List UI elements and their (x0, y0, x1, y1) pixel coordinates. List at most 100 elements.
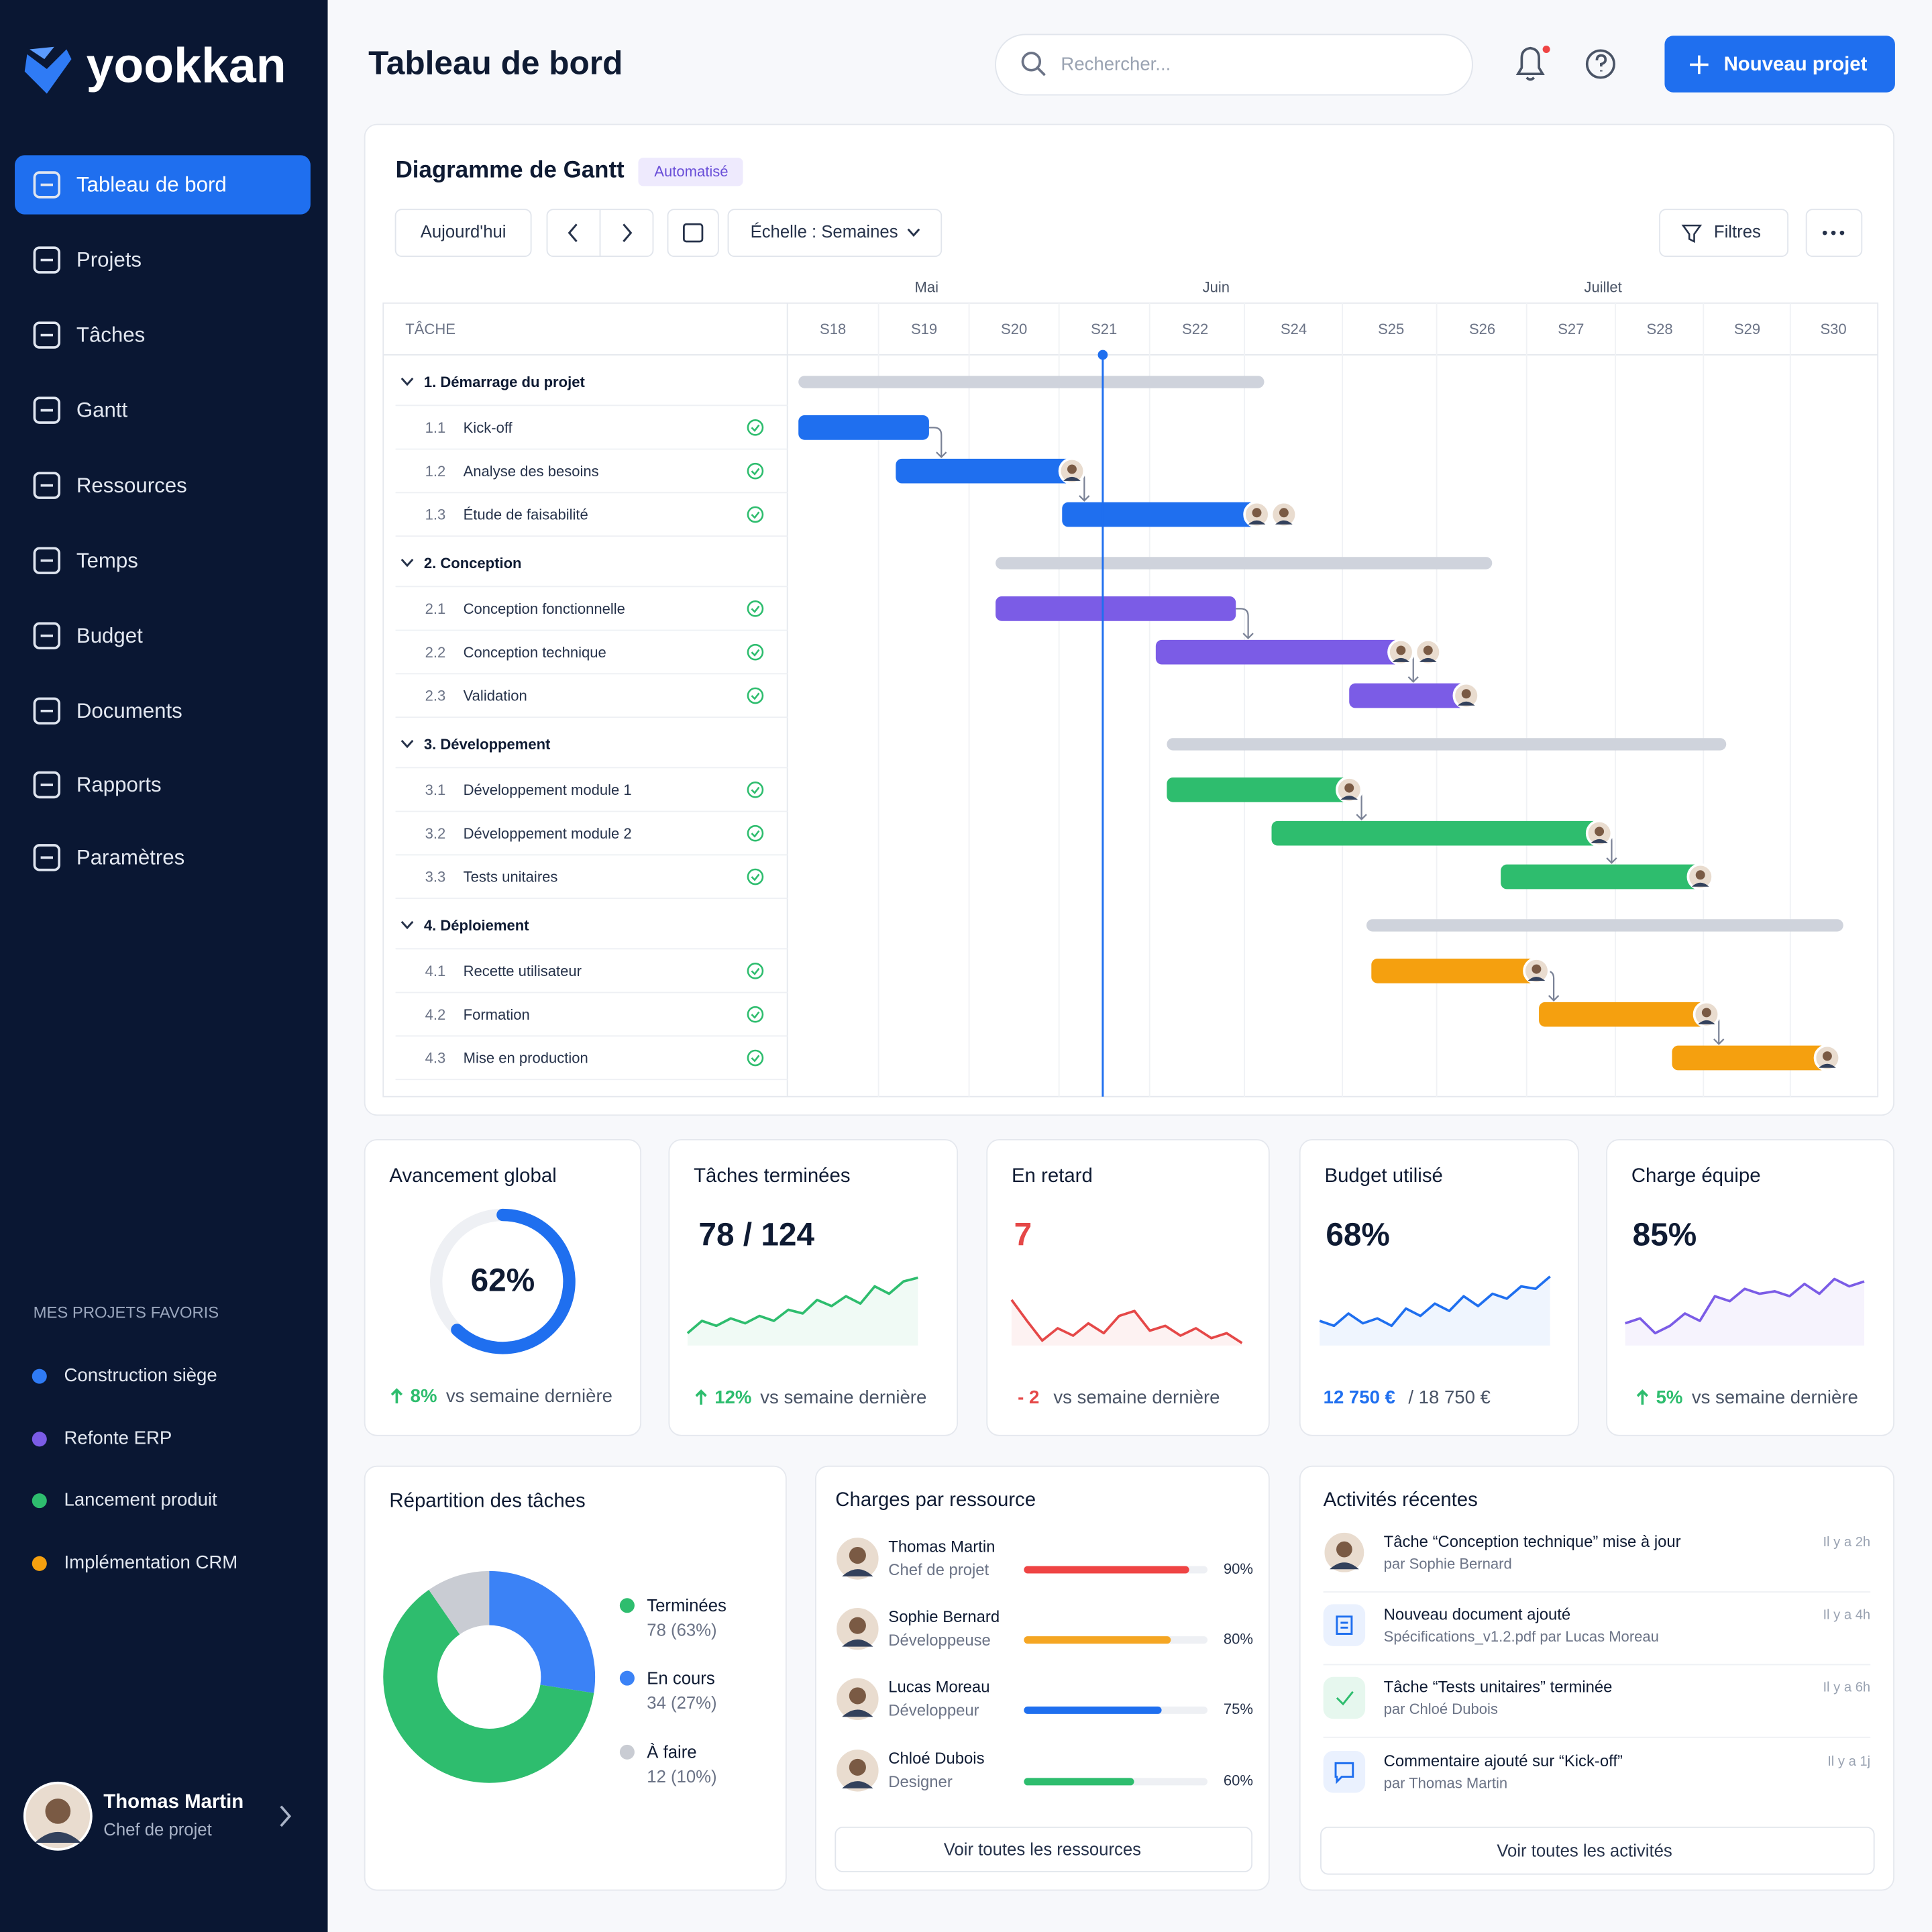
filters-button[interactable]: Filtres (1714, 223, 1761, 241)
button-label[interactable]: Nouveau projet (1724, 53, 1868, 75)
status-check (751, 967, 760, 975)
avatar-head (849, 1687, 866, 1705)
load-label: 60% (1224, 1772, 1253, 1789)
kpi-note: vs semaine dernière (1053, 1387, 1220, 1407)
group-chevron[interactable] (400, 739, 414, 749)
toolbar-button[interactable] (667, 209, 719, 257)
help-icon[interactable] (1585, 49, 1615, 79)
task-id: 4.3 (425, 1050, 446, 1067)
nav-icon (33, 697, 60, 724)
nav-active[interactable] (15, 155, 311, 215)
scale-select[interactable]: Échelle : Semaines (751, 222, 898, 241)
nav-item[interactable]: Rapports (76, 773, 162, 796)
nav-item[interactable]: Gantt (76, 398, 128, 422)
nav-item[interactable]: Budget (76, 624, 143, 647)
resource-name: Chloé Dubois (888, 1750, 984, 1768)
status-check (747, 824, 764, 842)
task-name: Développement module 1 (464, 782, 632, 798)
activity-time: Il y a 6h (1823, 1680, 1870, 1695)
activity-by: Spécifications_v1.2.pdf par Lucas Moreau (1384, 1628, 1659, 1645)
activity-by: par Sophie Bernard (1384, 1555, 1512, 1572)
load-bar (1024, 1778, 1134, 1786)
favorite[interactable]: Refonte ERP (64, 1428, 172, 1448)
kpi-note: vs semaine dernière (446, 1385, 612, 1406)
new-project-button[interactable] (1664, 36, 1895, 93)
nav-icon (33, 396, 60, 424)
task-id: 3.1 (425, 782, 446, 798)
resource-role: Chef de projet (888, 1561, 989, 1579)
task-bar (1539, 1002, 1707, 1027)
group-name: 1. Démarrage du projet (424, 374, 586, 390)
sparkline (686, 1276, 918, 1334)
link-button[interactable] (1320, 1826, 1875, 1875)
avatar-body (1419, 657, 1437, 662)
activity-text: Nouveau document ajouté (1384, 1605, 1571, 1623)
task-id: 2.1 (425, 600, 446, 617)
dependency-arrow (1236, 608, 1254, 639)
budget-used: 12 750 € (1324, 1387, 1395, 1407)
nav-item[interactable]: Documents (76, 699, 182, 722)
donut-segment (383, 1570, 596, 1783)
group-chevron[interactable] (400, 377, 414, 386)
more-dot (1822, 230, 1827, 235)
status-check (751, 424, 760, 432)
bell-icon[interactable] (1515, 46, 1545, 81)
toolbar-button[interactable] (1659, 209, 1789, 257)
card (1299, 1465, 1894, 1891)
group-chevron[interactable] (400, 920, 414, 930)
task-id: 1.2 (425, 463, 446, 480)
activity-by: par Chloé Dubois (1384, 1701, 1498, 1717)
group-bar (1366, 919, 1843, 932)
nav-item[interactable]: Projets (76, 248, 142, 272)
favorite[interactable]: Implémentation CRM (64, 1552, 238, 1572)
kpi-title: Tâches terminées (694, 1165, 850, 1187)
kpi-note: vs semaine dernière (760, 1387, 926, 1407)
user-name: Thomas Martin (103, 1790, 244, 1813)
kpi-delta: 8% (411, 1385, 437, 1406)
group-chevron[interactable] (400, 558, 414, 568)
link-button[interactable] (835, 1826, 1253, 1872)
link-label[interactable]: Voir toutes les ressources (944, 1841, 1141, 1860)
avatar-body (1063, 476, 1081, 481)
legend-value: 78 (63%) (647, 1621, 716, 1640)
toolbar-button[interactable] (394, 209, 532, 257)
task-id: 1.3 (425, 506, 446, 523)
nav-item[interactable]: Paramètres (76, 845, 184, 869)
task-id: 1.1 (425, 419, 446, 436)
status-check (747, 1049, 764, 1067)
nav-item[interactable]: Ressources (76, 474, 187, 497)
avatar-head (1067, 464, 1077, 474)
toolbar-button[interactable] (727, 209, 943, 257)
task-name: Validation (464, 688, 527, 704)
kpi-value: 85% (1633, 1218, 1697, 1253)
legend-name: À faire (647, 1742, 696, 1762)
sidebar (0, 0, 328, 1932)
avatar-head (1461, 689, 1471, 699)
legend-name: Terminées (647, 1597, 727, 1615)
avatar-body (1527, 977, 1546, 981)
search-box[interactable] (995, 34, 1473, 96)
week-label: S21 (1091, 321, 1117, 337)
kpi-delta: - 2 (1018, 1387, 1039, 1407)
avatar-head (1344, 783, 1354, 793)
status-check (751, 468, 760, 476)
kpi-value: 68% (1326, 1218, 1390, 1253)
task-name: Développement module 2 (464, 825, 632, 842)
sparkline-area (1320, 1276, 1550, 1346)
link-label[interactable]: Voir toutes les activités (1497, 1841, 1672, 1860)
filter-icon (1681, 224, 1703, 244)
status-check (747, 462, 764, 480)
sparkline-area (1625, 1279, 1864, 1346)
avatar-body (842, 1569, 873, 1576)
status-check (747, 687, 764, 704)
load-bar (1024, 1706, 1162, 1714)
card-title: Activités récentes (1324, 1489, 1478, 1511)
favorite[interactable]: Construction siège (64, 1364, 217, 1385)
task-bar (1271, 820, 1600, 846)
task-name: Tests unitaires (464, 869, 558, 885)
today-button[interactable]: Aujourd'hui (421, 223, 506, 241)
favorite[interactable]: Lancement produit (64, 1489, 218, 1509)
nav-item[interactable]: Temps (76, 549, 138, 572)
nav-item[interactable]: Tableau de bord (76, 173, 227, 197)
nav-item[interactable]: Tâches (76, 323, 145, 347)
